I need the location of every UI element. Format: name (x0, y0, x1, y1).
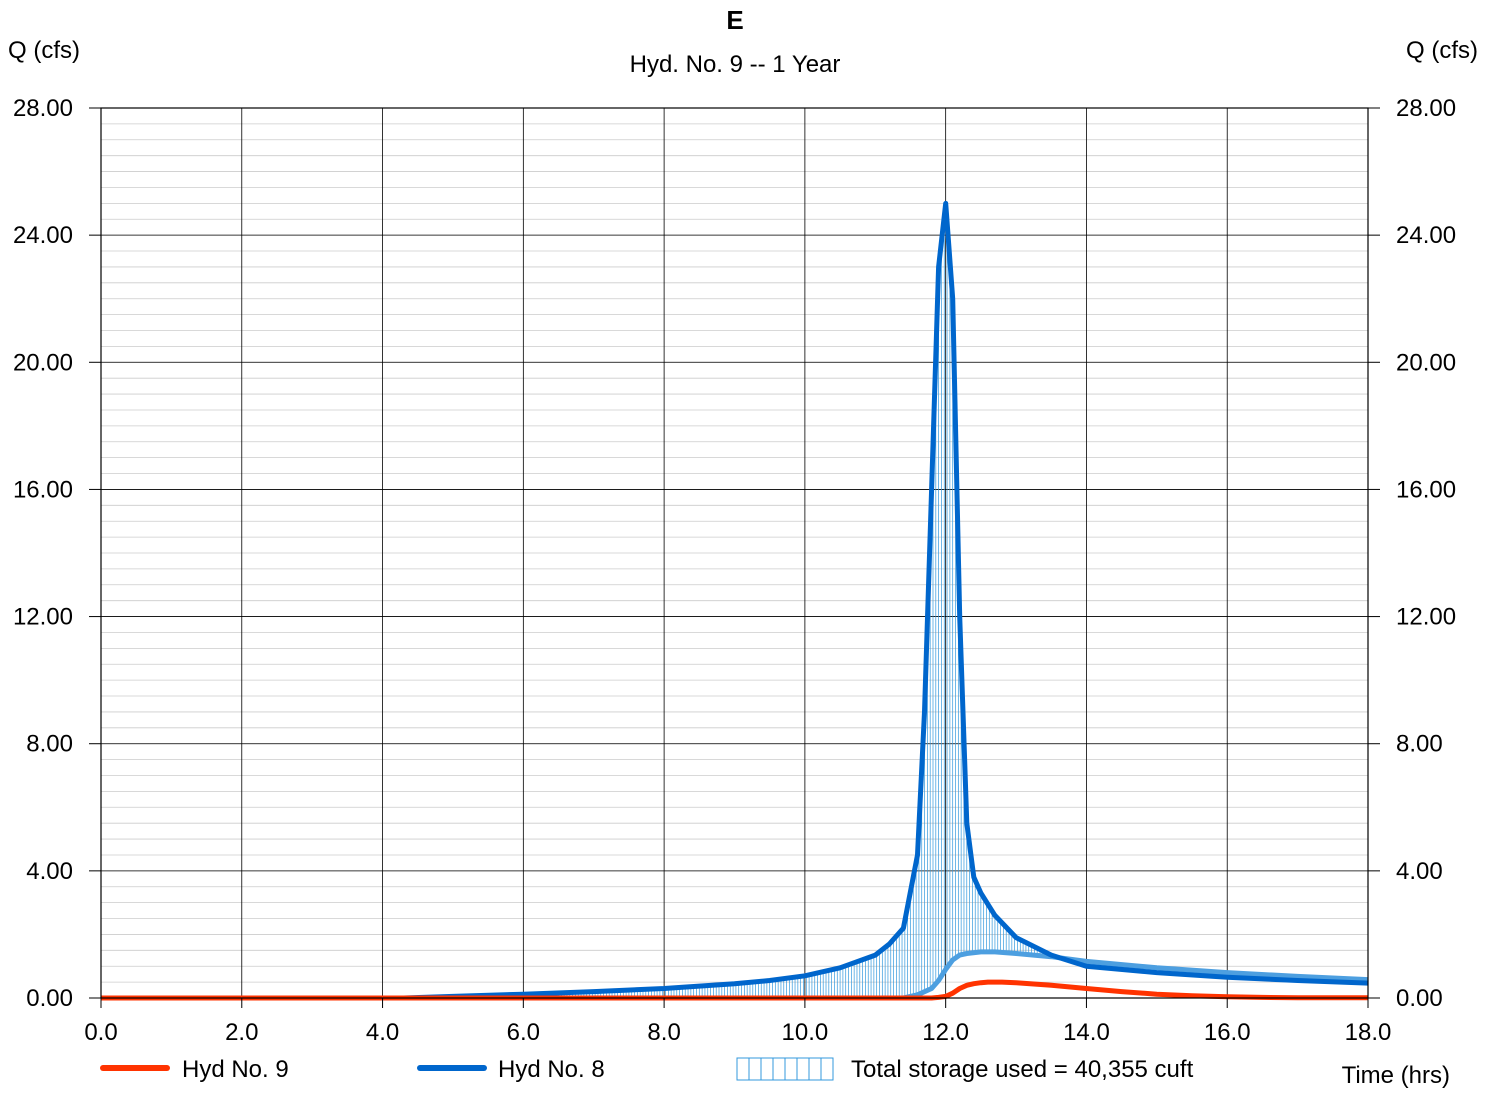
x-tick-label: 12.0 (922, 1019, 969, 1046)
right-y-axis-label: Q (cfs) (1406, 37, 1478, 64)
x-tick-label: 8.0 (647, 1019, 680, 1046)
y-tick-label-right: 24.00 (1396, 222, 1456, 249)
y-tick-label-right: 4.00 (1396, 858, 1443, 885)
y-tick-label-left: 12.00 (13, 604, 73, 631)
x-tick-label: 6.0 (507, 1019, 540, 1046)
legend-swatch-storage (736, 1057, 834, 1081)
series-line-hyd9 (101, 979, 1368, 1001)
y-tick-labels: 0.00 0.00 4.00 4.00 8.00 8.00 12.00 12.00 16.00 1… (13, 95, 1456, 1012)
x-tick-labels: 0.0 2.0 4.0 6.0 8.0 10.0 12.0 14.0 16.0 18.0 (84, 998, 1391, 1046)
x-tick-label: 0.0 (84, 1019, 117, 1046)
series-line-hyd8 (101, 200, 1369, 1001)
y-tick-label-left: 28.00 (13, 95, 73, 122)
y-tick-label-right: 16.00 (1396, 476, 1456, 503)
chart-title: E (726, 5, 743, 35)
y-tick-label-left: 16.00 (13, 476, 73, 503)
y-tick-label-left: 0.00 (26, 985, 73, 1012)
y-tick-label-right: 0.00 (1396, 985, 1443, 1012)
y-tick-label-right: 8.00 (1396, 731, 1443, 758)
plot-frame (100, 107, 1369, 999)
y-tick-label-left: 8.00 (26, 731, 73, 758)
chart-subtitle: Hyd. No. 9 -- 1 Year (630, 51, 841, 78)
legend: Hyd No. 9 Hyd No. 8 Total storage used =… (100, 1056, 1194, 1083)
x-axis-label: Time (hrs) (1342, 1062, 1450, 1089)
legend-label-hyd8: Hyd No. 8 (498, 1056, 605, 1083)
x-tick-label: 16.0 (1204, 1019, 1251, 1046)
y-tick-label-left: 24.00 (13, 222, 73, 249)
left-y-axis-label: Q (cfs) (8, 37, 80, 64)
y-tick-label-right: 28.00 (1396, 95, 1456, 122)
legend-label-storage: Total storage used = 40,355 cuft (851, 1056, 1194, 1083)
x-tick-label: 4.0 (366, 1019, 399, 1046)
storage-outflow-line (101, 949, 1369, 1001)
y-tick-label-left: 4.00 (26, 858, 73, 885)
legend-label-hyd9: Hyd No. 9 (182, 1056, 289, 1083)
y-tick-label-right: 20.00 (1396, 349, 1456, 376)
x-tick-label: 2.0 (225, 1019, 258, 1046)
plot-series (101, 200, 1369, 1001)
x-tick-label: 18.0 (1345, 1019, 1392, 1046)
x-tick-label: 10.0 (782, 1019, 829, 1046)
y-tick-label-left: 20.00 (13, 349, 73, 376)
grid-lines (101, 108, 1368, 998)
y-tick-label-right: 12.00 (1396, 604, 1456, 631)
x-tick-label: 14.0 (1063, 1019, 1110, 1046)
